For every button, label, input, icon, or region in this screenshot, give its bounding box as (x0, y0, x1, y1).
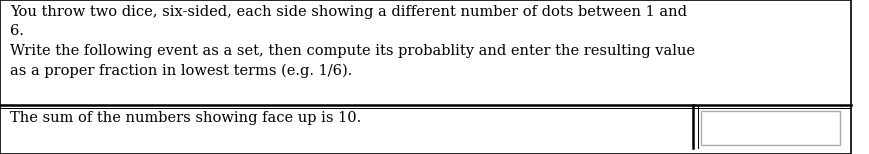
Text: The sum of the numbers showing face up is 10.: The sum of the numbers showing face up i… (10, 111, 361, 125)
FancyBboxPatch shape (700, 111, 839, 145)
FancyBboxPatch shape (0, 0, 850, 154)
Text: You throw two dice, six-sided, each side showing a different number of dots betw: You throw two dice, six-sided, each side… (10, 5, 694, 78)
